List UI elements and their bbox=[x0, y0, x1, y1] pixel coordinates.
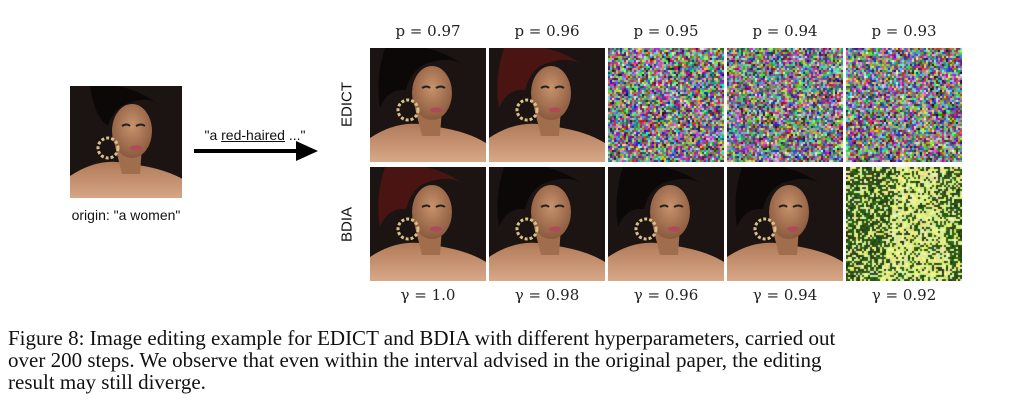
result-image-green-noise bbox=[846, 167, 962, 281]
prompt-underlined-word: red-haired bbox=[221, 127, 285, 143]
result-image-noise bbox=[727, 48, 843, 162]
param-label: p = 0.97 bbox=[395, 22, 461, 40]
result-image-portrait-red-hair bbox=[370, 167, 486, 281]
result-image-portrait-red-hair bbox=[489, 48, 605, 162]
edit-prompt: "a red-haired ..." bbox=[190, 127, 320, 143]
param-label: p = 0.94 bbox=[752, 22, 818, 40]
prompt-prefix: "a bbox=[204, 127, 222, 143]
param-label: p = 0.95 bbox=[633, 22, 699, 40]
param-label: p = 0.96 bbox=[514, 22, 580, 40]
param-label: γ = 0.98 bbox=[514, 286, 580, 304]
caption-line: Figure 8: Image editing example for EDIC… bbox=[8, 326, 836, 350]
row-label-bdia: BDIA bbox=[338, 207, 356, 243]
origin-image bbox=[70, 86, 182, 198]
param-label: γ = 1.0 bbox=[400, 286, 456, 304]
origin-label: origin: "a women" bbox=[71, 207, 181, 223]
caption-line: result may still diverge. bbox=[8, 370, 206, 394]
param-label: γ = 0.96 bbox=[633, 286, 699, 304]
result-image-portrait-black-hair bbox=[608, 167, 724, 281]
param-label: γ = 0.92 bbox=[871, 286, 937, 304]
result-image-noise bbox=[846, 48, 962, 162]
result-image-portrait-black-hair bbox=[489, 167, 605, 281]
arrow-icon bbox=[194, 141, 318, 161]
caption-line: over 200 steps. We observe that even wit… bbox=[8, 348, 822, 372]
result-image-portrait-black-hair bbox=[727, 167, 843, 281]
prompt-suffix: ..." bbox=[284, 127, 306, 143]
figure-caption: Figure 8: Image editing example for EDIC… bbox=[8, 327, 1020, 393]
param-label: p = 0.93 bbox=[871, 22, 937, 40]
result-image-portrait-black-hair bbox=[370, 48, 486, 162]
param-label: γ = 0.94 bbox=[752, 286, 818, 304]
row-label-edict: EDICT bbox=[338, 82, 356, 127]
result-image-noise bbox=[608, 48, 724, 162]
